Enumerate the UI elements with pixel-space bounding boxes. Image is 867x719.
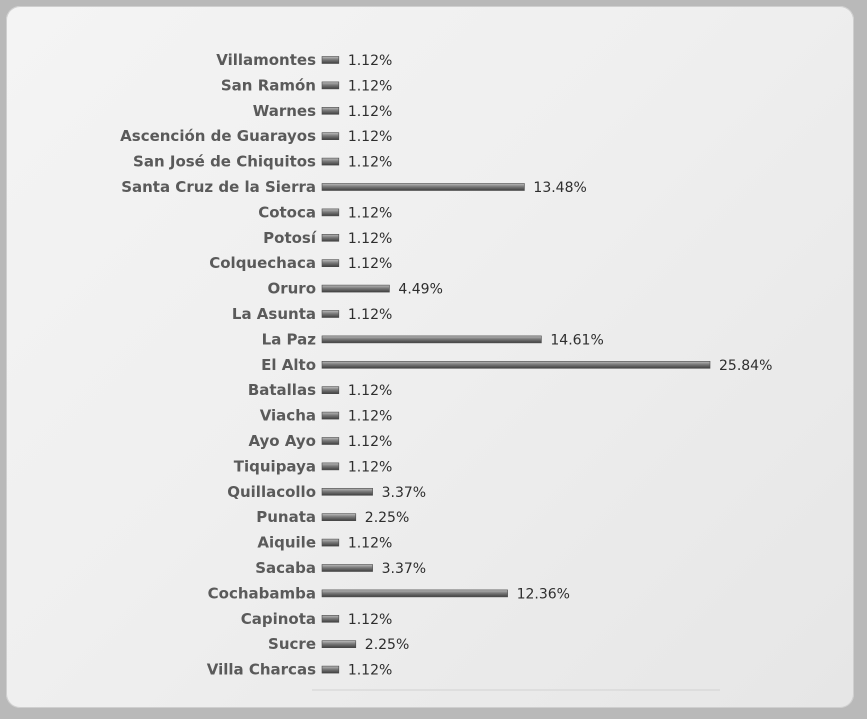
value-label: 1.12%	[348, 612, 392, 628]
category-label: Capinota	[241, 610, 316, 628]
value-label: 1.12%	[348, 383, 392, 399]
value-label: 1.12%	[348, 256, 392, 272]
bar	[321, 538, 340, 547]
category-label: Colquechaca	[209, 254, 316, 272]
bar	[321, 107, 340, 115]
value-label: 25.84%	[719, 358, 772, 374]
bar	[321, 284, 390, 293]
bar	[321, 640, 357, 649]
value-label: 1.12%	[348, 307, 392, 323]
bar	[321, 386, 340, 395]
category-label: Cochabamba	[208, 584, 316, 602]
value-label: 1.12%	[348, 459, 392, 475]
category-label: Ascención de Guarayos	[120, 127, 316, 145]
value-label: 1.12%	[348, 434, 392, 450]
bar	[321, 513, 357, 522]
bar	[321, 208, 340, 217]
category-label: Oruro	[267, 280, 316, 298]
value-label: 3.37%	[382, 561, 426, 577]
category-label: Santa Cruz de la Sierra	[121, 178, 316, 196]
value-label: 2.25%	[365, 637, 409, 653]
value-label: 2.25%	[365, 510, 409, 526]
bar	[321, 157, 340, 166]
value-label: 4.49%	[398, 282, 442, 298]
value-label: 14.61%	[550, 332, 603, 348]
category-label: Potosí	[263, 229, 317, 247]
bar	[321, 310, 340, 318]
category-label: La Asunta	[232, 305, 316, 323]
category-label: Cotoca	[258, 203, 316, 221]
bar	[321, 183, 525, 191]
bar	[321, 614, 340, 623]
value-label: 1.12%	[348, 129, 392, 145]
value-label: 1.12%	[348, 155, 392, 171]
category-label: San Ramón	[221, 76, 316, 94]
bar	[321, 360, 711, 369]
bar	[321, 56, 340, 64]
category-label: San José de Chiquitos	[133, 153, 316, 171]
bar	[321, 437, 340, 445]
category-label: El Alto	[261, 356, 316, 374]
value-label: 1.12%	[348, 409, 392, 425]
bar	[321, 81, 340, 90]
category-label: La Paz	[262, 330, 317, 348]
value-label: 1.12%	[348, 536, 392, 552]
category-label: Tiquipaya	[234, 457, 316, 475]
category-label: Quillacollo	[227, 483, 316, 501]
bar	[321, 665, 340, 674]
value-label: 13.48%	[533, 180, 586, 196]
category-label: Villamontes	[216, 51, 316, 69]
value-label: 1.12%	[348, 78, 392, 94]
category-label: Viacha	[260, 407, 316, 425]
bar	[321, 132, 340, 140]
category-label: Batallas	[248, 381, 316, 399]
bar	[321, 462, 340, 471]
bar	[321, 234, 340, 242]
value-label: 3.37%	[382, 485, 426, 501]
category-label: Sucre	[268, 635, 316, 653]
category-label: Aiquile	[257, 534, 316, 552]
value-label: 1.12%	[348, 205, 392, 221]
bar	[321, 564, 373, 572]
bar	[321, 335, 542, 344]
value-label: 1.12%	[348, 104, 392, 120]
value-label: 1.12%	[348, 663, 392, 679]
value-label: 1.12%	[348, 53, 392, 69]
value-label: 12.36%	[517, 586, 570, 602]
bar	[321, 589, 508, 598]
value-label: 1.12%	[348, 231, 392, 247]
bar	[321, 487, 373, 496]
category-label: Ayo Ayo	[248, 432, 316, 450]
category-label: Sacaba	[255, 559, 316, 577]
category-label: Warnes	[253, 102, 316, 120]
category-label: Punata	[256, 508, 316, 526]
bar	[321, 259, 340, 268]
bar	[321, 411, 340, 420]
category-label: Villa Charcas	[207, 661, 316, 679]
